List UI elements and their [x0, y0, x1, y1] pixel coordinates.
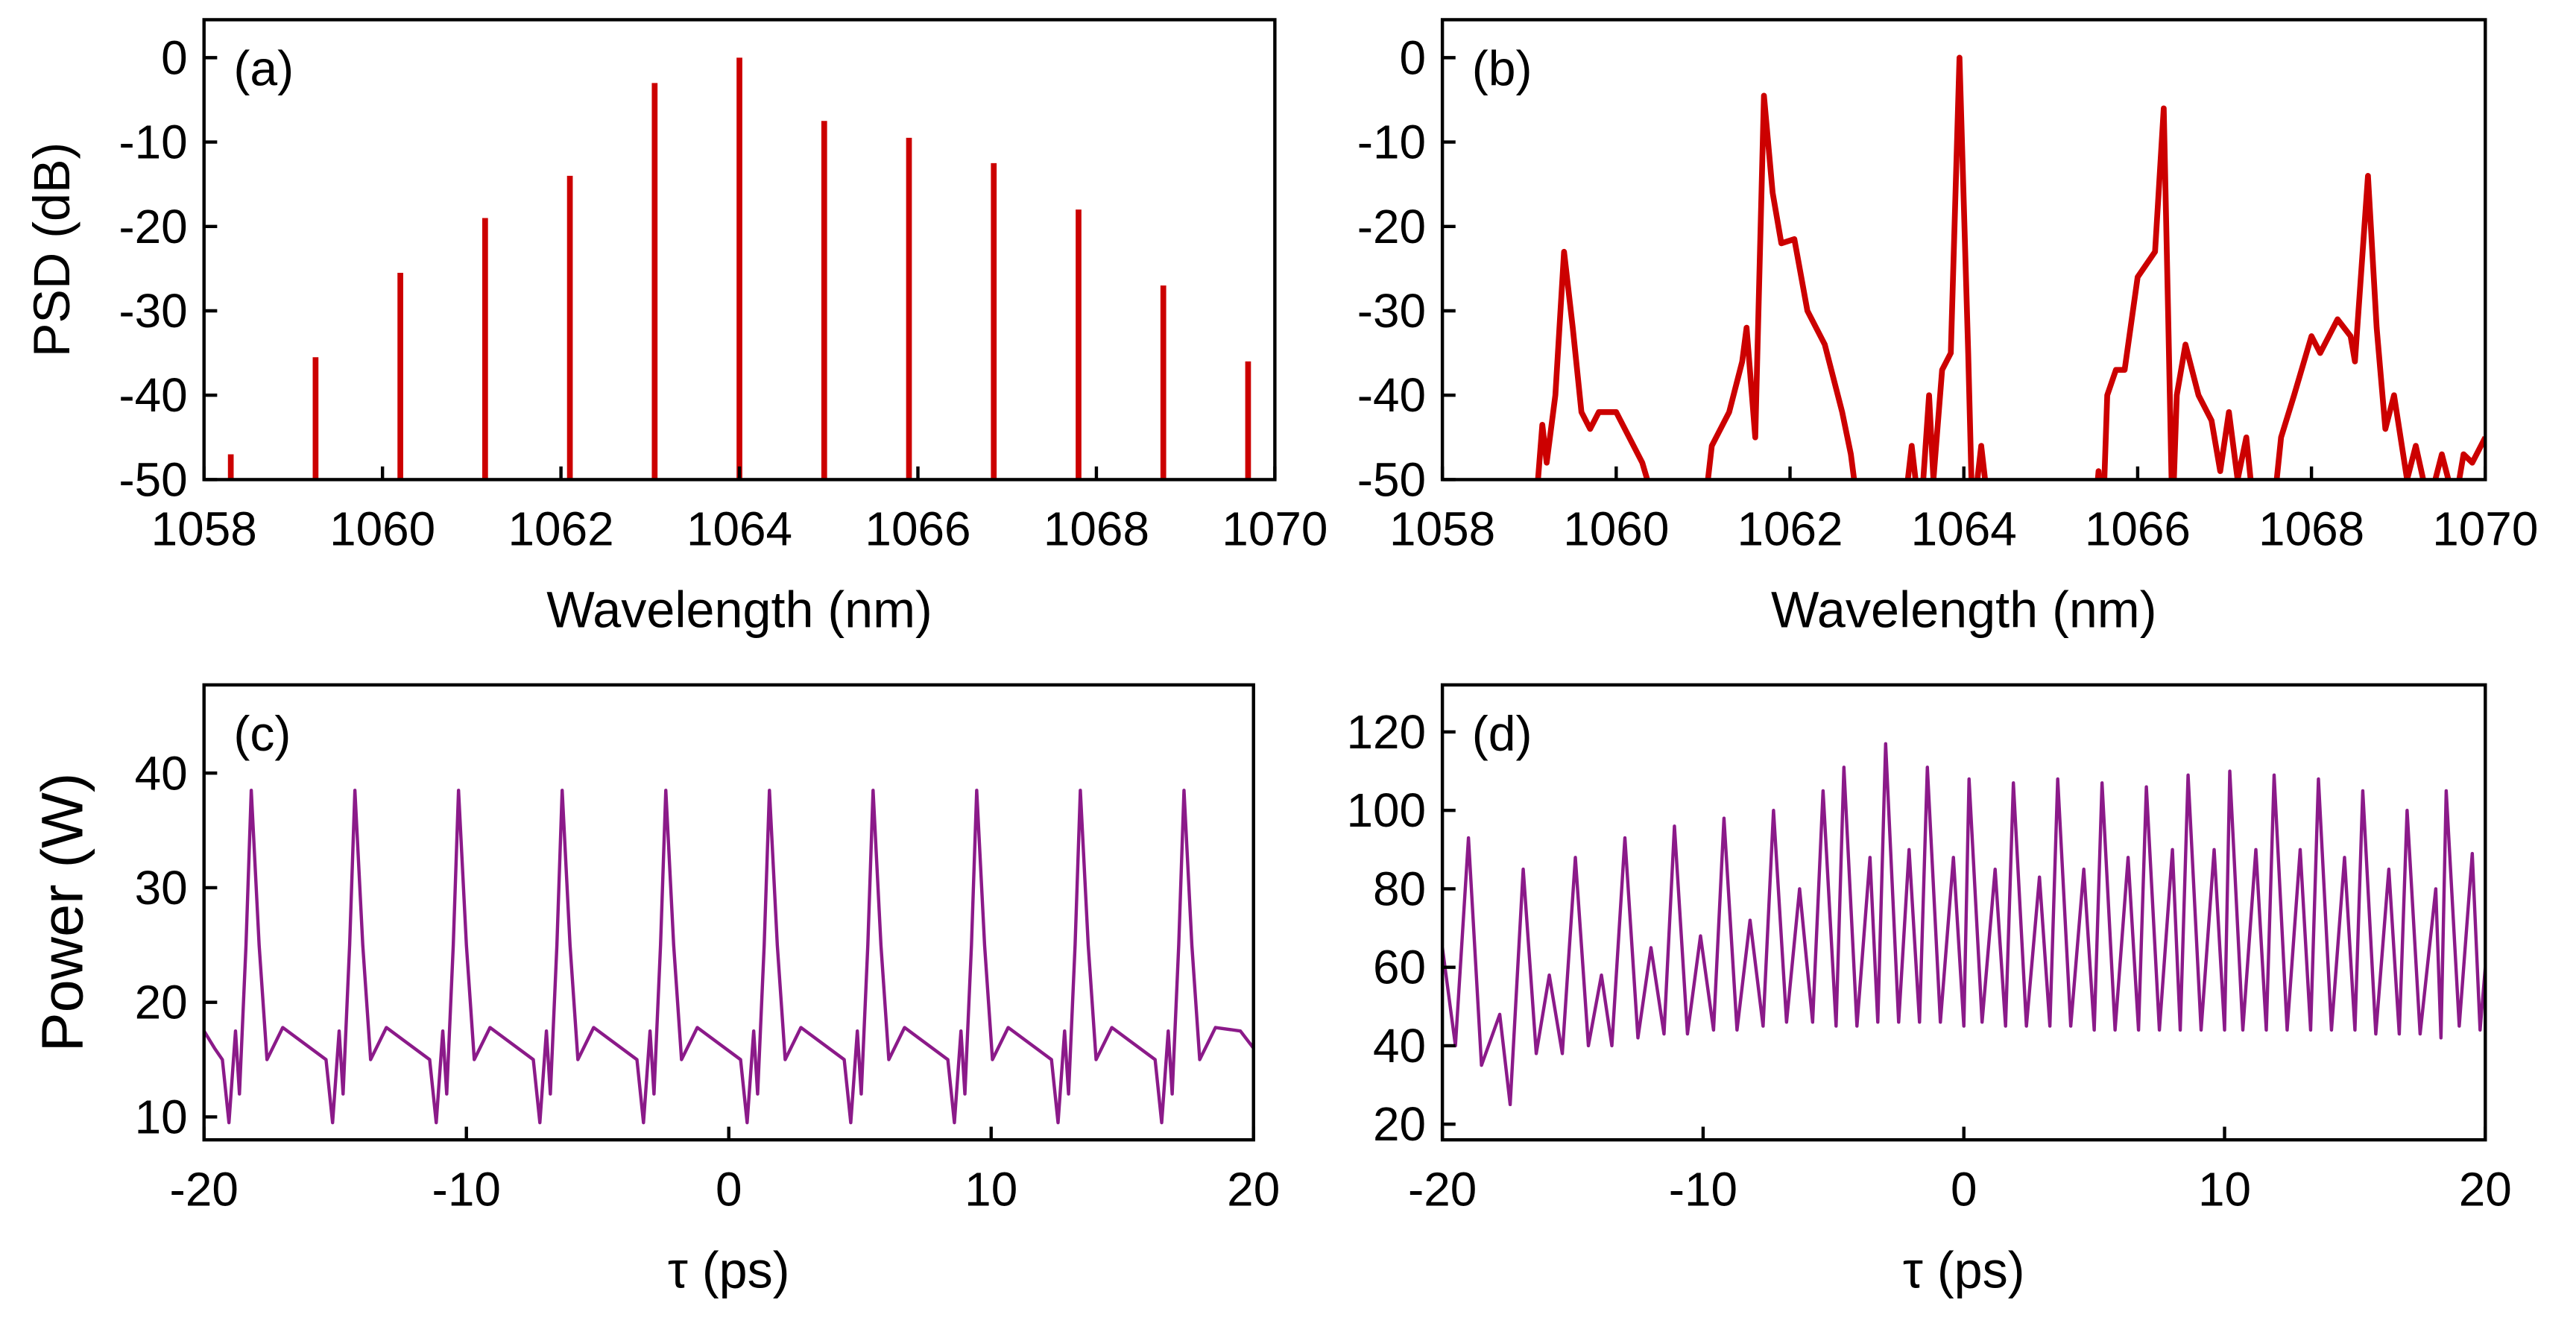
x-tick-label: 10	[2198, 1162, 2251, 1216]
plot-area	[1535, 54, 2486, 480]
x-tick-label: 1058	[151, 502, 257, 556]
y-tick-label: -10	[1357, 116, 1426, 169]
x-tick-label: 1070	[2432, 502, 2538, 556]
x-tick-label: 1064	[686, 502, 792, 556]
x-tick-label: 20	[1227, 1162, 1280, 1216]
y-tick-label: -20	[119, 200, 187, 253]
data-line	[1442, 742, 2486, 1107]
y-tick-label: -20	[1357, 200, 1426, 253]
data-line	[203, 789, 1254, 1125]
y-tick-label: -40	[119, 368, 187, 422]
x-axis-label: Wavelength (nm)	[546, 582, 932, 639]
plot-area	[1442, 742, 2486, 1107]
x-tick-label: 1060	[329, 502, 435, 556]
y-tick-label: 100	[1346, 783, 1426, 837]
y-tick-label: -30	[1357, 284, 1426, 338]
x-axis-label: τ (ps)	[668, 1243, 790, 1299]
x-tick-label: 1062	[508, 502, 614, 556]
y-tick-label: 60	[1373, 941, 1426, 994]
y-tick-label: 120	[1346, 705, 1426, 759]
y-axis-label: PSD (dB)	[24, 142, 80, 357]
x-tick-label: 1062	[1737, 502, 1843, 556]
y-tick-label: 40	[135, 746, 188, 800]
x-axis-label: τ (ps)	[1903, 1243, 2025, 1299]
y-tick-label: 40	[1373, 1019, 1426, 1073]
y-tick-label: 30	[135, 861, 188, 915]
y-tick-label: -50	[1357, 452, 1426, 506]
x-tick-label: 1068	[1044, 502, 1149, 556]
panel-label: (b)	[1472, 42, 1532, 97]
x-tick-label: -20	[1408, 1162, 1477, 1216]
panel-label: (a)	[233, 42, 294, 97]
x-tick-label: 1058	[1389, 502, 1495, 556]
y-tick-label: -30	[119, 284, 187, 338]
data-line	[1535, 54, 2486, 480]
y-tick-label: 80	[1373, 862, 1426, 915]
axes-frame	[1440, 683, 2487, 1142]
y-axis-label: Power (W)	[29, 773, 95, 1052]
x-tick-label: -10	[432, 1162, 501, 1216]
y-tick-label: 0	[1400, 31, 1427, 84]
x-tick-label: 1066	[865, 502, 970, 556]
y-tick-label: 20	[1373, 1097, 1426, 1151]
y-tick-label: 10	[135, 1090, 188, 1143]
y-tick-label: -50	[119, 452, 187, 506]
x-tick-label: 1066	[2085, 502, 2191, 556]
x-tick-label: 0	[1951, 1162, 1977, 1216]
x-axis-label: Wavelength (nm)	[1771, 582, 2156, 639]
x-tick-label: 1060	[1563, 502, 1669, 556]
x-tick-label: -10	[1669, 1162, 1737, 1216]
x-tick-label: 1070	[1222, 502, 1328, 556]
panel-label: (d)	[1472, 707, 1532, 762]
x-tick-label: 1068	[2258, 502, 2364, 556]
y-tick-label: 0	[161, 31, 188, 84]
y-tick-label: -40	[1357, 368, 1426, 422]
x-tick-label: 20	[2459, 1162, 2512, 1216]
x-tick-label: -20	[170, 1162, 239, 1216]
y-tick-label: 20	[135, 976, 188, 1029]
y-tick-label: -10	[119, 116, 187, 169]
plot-area	[227, 57, 1251, 480]
x-tick-label: 0	[716, 1162, 742, 1216]
plot-area	[203, 789, 1254, 1125]
x-tick-label: 1064	[1911, 502, 2017, 556]
x-tick-label: 10	[965, 1162, 1017, 1216]
panel-label: (c)	[233, 707, 291, 762]
